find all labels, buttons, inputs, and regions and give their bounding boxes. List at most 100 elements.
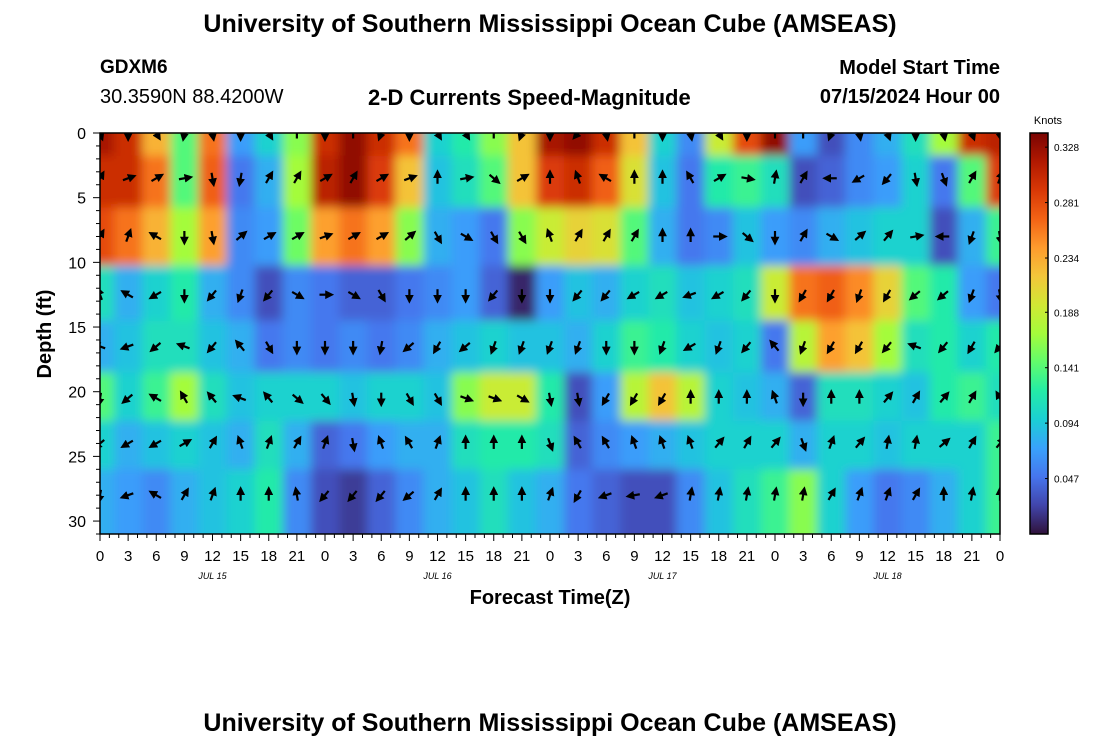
current-arrow [179, 438, 193, 448]
current-arrow [573, 435, 582, 449]
x-tick-label: 6 [377, 548, 385, 565]
heatmap-cell [873, 469, 903, 534]
heatmap-cell [367, 133, 396, 157]
current-arrow [741, 341, 752, 354]
current-arrow [995, 436, 1000, 449]
heatmap-cell [100, 469, 115, 534]
current-arrow [939, 391, 950, 404]
current-arrow [686, 133, 695, 142]
x-tick-label: 9 [855, 548, 863, 565]
current-arrow [854, 341, 864, 355]
heatmap-cells [100, 133, 1000, 534]
current-arrow [319, 173, 333, 182]
x-tick-label: 15 [232, 548, 249, 565]
heatmap-cell [395, 155, 425, 208]
current-arrow [293, 170, 302, 184]
heatmap-cell [676, 155, 706, 208]
heatmap-cell [282, 155, 312, 208]
y-tick-label: 30 [68, 514, 86, 531]
heatmap-cell [114, 133, 143, 157]
heatmap-cell [254, 469, 284, 534]
current-arrow [545, 437, 555, 452]
current-arrow [601, 435, 610, 449]
current-arrow [347, 290, 361, 300]
current-arrow [208, 486, 217, 501]
heatmap-cell [451, 372, 481, 422]
colorbar-tick-label: 0.234 [1054, 254, 1079, 265]
current-arrow [911, 434, 920, 450]
current-arrow [403, 174, 418, 183]
current-arrow [516, 394, 530, 403]
current-arrow [967, 133, 977, 142]
current-arrow [402, 490, 415, 501]
heatmap-cell [226, 372, 256, 422]
current-arrow [911, 172, 920, 188]
heatmap-cell [817, 133, 846, 157]
heatmap-cell [732, 155, 762, 208]
heatmap-cell [732, 469, 762, 534]
heatmap-cell [310, 133, 340, 157]
heatmap-cell [620, 133, 650, 157]
current-arrow [100, 286, 105, 301]
heatmap-cell [873, 155, 903, 208]
heatmap-cell [732, 133, 762, 157]
heatmap-cell [845, 469, 875, 534]
heatmap-cell [929, 133, 959, 157]
current-arrow [601, 392, 610, 406]
current-arrow [967, 486, 977, 501]
current-arrow [741, 173, 756, 183]
heatmap-cell [100, 320, 115, 373]
current-arrow [152, 133, 161, 141]
heatmap-cell [732, 420, 762, 470]
current-arrow [375, 490, 386, 503]
x-tick-label: 12 [654, 548, 671, 565]
current-arrow [994, 343, 1000, 354]
x-tick-label: 15 [457, 548, 474, 565]
current-arrow [743, 435, 752, 449]
heatmap-cell [142, 372, 171, 422]
heatmap-cell [507, 155, 537, 208]
current-arrow [654, 491, 669, 500]
heatmap-cell [985, 207, 1000, 267]
heatmap-cell [451, 155, 481, 208]
current-arrow [545, 486, 555, 501]
heatmap-cell [760, 420, 790, 470]
current-arrow [461, 133, 471, 141]
x-tick-label: 0 [96, 548, 104, 565]
current-arrow [236, 434, 245, 449]
current-arrow [883, 434, 892, 450]
model-start-label: Model Start Time [839, 57, 1000, 79]
current-arrow [460, 394, 475, 403]
current-arrow [404, 230, 417, 241]
heatmap-cell [901, 469, 931, 534]
current-arrow [682, 290, 697, 299]
current-arrow [180, 133, 189, 142]
current-arrow [433, 434, 442, 449]
current-arrow [770, 169, 780, 184]
current-arrow [911, 390, 921, 404]
heatmap-cell [198, 133, 228, 157]
heatmap-cell [254, 133, 284, 157]
current-arrow [319, 232, 334, 241]
footer-title: University of Southern Mississippi Ocean… [203, 709, 897, 737]
x-tick-label: 9 [630, 548, 638, 565]
current-arrow [572, 133, 582, 140]
current-arrow [208, 172, 217, 188]
x-tick-label: 12 [429, 548, 446, 565]
current-arrow [100, 439, 105, 450]
current-arrow [602, 228, 611, 242]
heatmap-cell [985, 265, 1000, 322]
current-arrow [686, 434, 695, 449]
current-arrow [265, 133, 274, 141]
current-arrow [854, 230, 867, 241]
heatmap-cell [704, 155, 734, 208]
heatmap-cell [282, 469, 312, 534]
current-arrow [658, 340, 667, 355]
heatmap-cell [479, 469, 509, 534]
heatmap-cell [226, 133, 256, 157]
heatmap-cell [282, 420, 312, 470]
current-arrow [855, 486, 864, 501]
x-tick-label: 3 [799, 548, 807, 565]
date-label: JUL 17 [647, 571, 677, 581]
heatmap-cell [535, 469, 565, 534]
